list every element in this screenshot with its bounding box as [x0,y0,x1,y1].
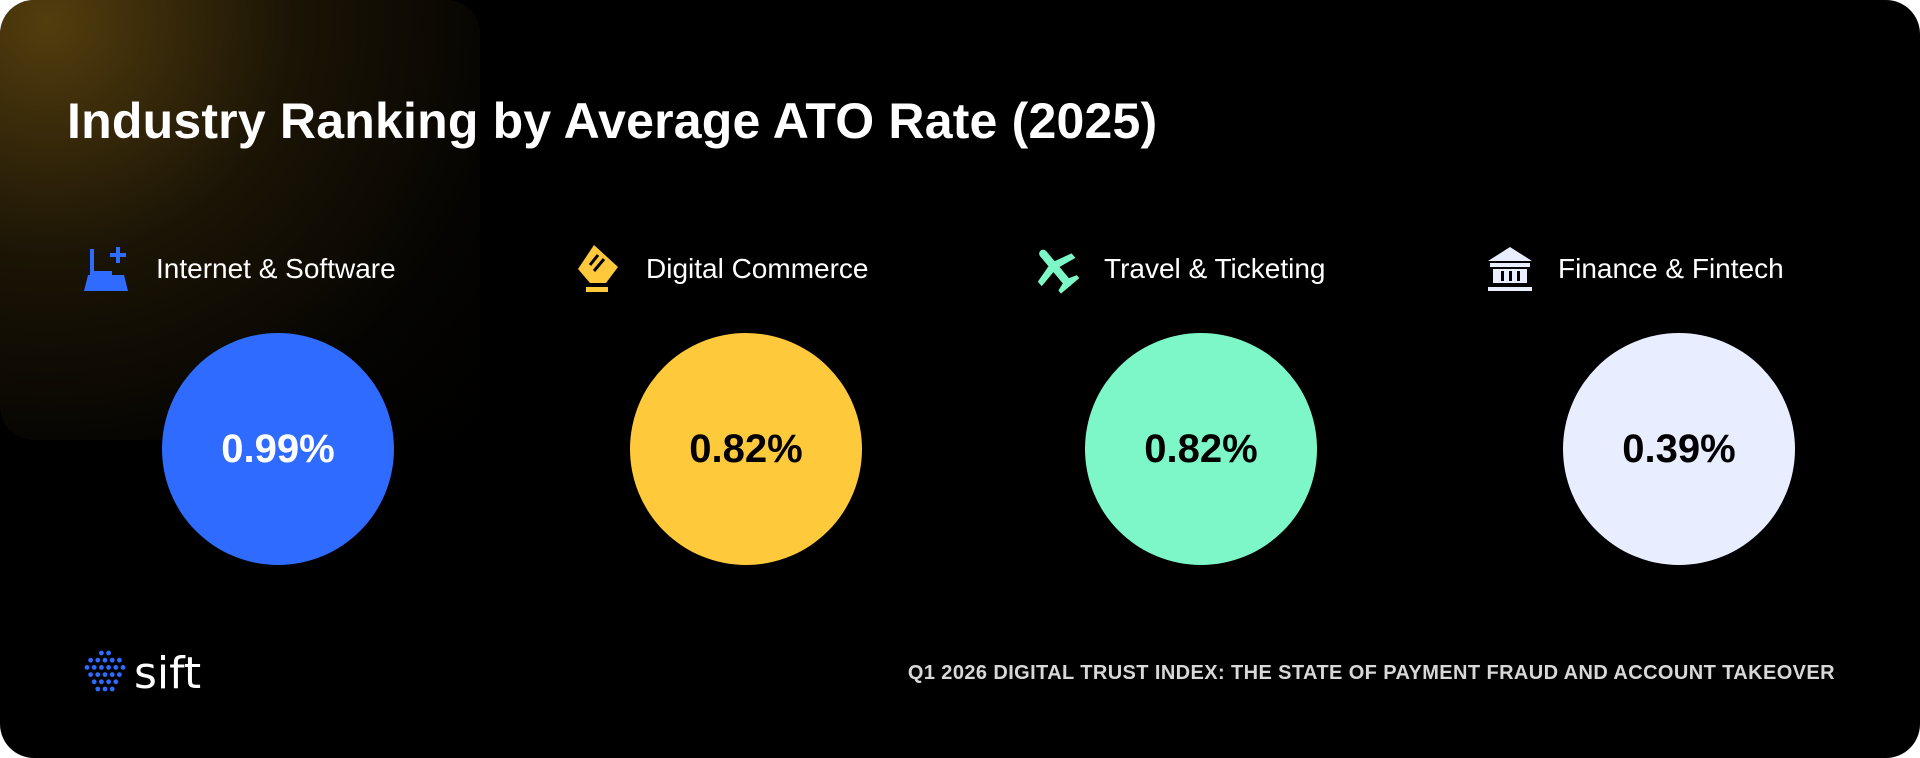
logo-dot [106,679,111,685]
logo-dot [102,686,108,692]
rate-circle-travel-ticketing: 0.82% [1085,333,1317,565]
rate-circle-digital-commerce: 0.82% [630,333,862,565]
logo-dot [88,672,93,677]
logo-dot [88,657,93,663]
logo-dot [113,665,119,670]
category-internet-software: Internet & Software [82,243,396,295]
bank-icon [1484,243,1536,295]
page-title: Industry Ranking by Average ATO Rate (20… [67,93,1158,149]
category-travel-ticketing: Travel & Ticketing [1030,243,1325,295]
logo-dot [117,672,122,677]
rate-circle-finance-fintech: 0.39% [1563,333,1795,565]
logo-dot [102,657,108,663]
category-digital-commerce: Digital Commerce [572,243,869,295]
credit-card-terminal-icon [572,243,624,295]
logo-dot [91,679,97,685]
category-label: Travel & Ticketing [1104,253,1326,284]
logo-dot [117,657,122,663]
sift-logo: sift [82,648,201,699]
logo-wordmark: sift [134,647,202,699]
logo-dot [99,650,104,656]
logo-dot [99,665,104,670]
dotted-sphere-icon [82,648,128,699]
logo-dot [106,650,111,656]
category-label: Digital Commerce [646,253,869,284]
logo-dot [109,657,115,663]
report-footer: Q1 2026 DIGITAL TRUST INDEX: THE STATE O… [907,662,1835,684]
logo-dot [95,657,101,663]
logo-dot [106,665,111,670]
logo-dot [84,665,90,670]
laptop-plus-icon [82,243,134,295]
logo-dot [113,679,119,685]
rate-circle-internet-software: 0.99% [162,333,394,565]
category-finance-fintech: Finance & Fintech [1484,243,1784,295]
logo-dot [91,665,97,670]
logo-dot [102,672,108,677]
airplane-icon [1030,243,1082,295]
logo-dot [109,686,115,692]
logo-dot [95,686,101,692]
logo-dot [99,679,104,685]
logo-dot [120,665,126,670]
logo-dot [95,672,101,677]
logo-dot [109,672,115,677]
category-label: Finance & Fintech [1558,253,1784,284]
category-label: Internet & Software [156,253,396,284]
